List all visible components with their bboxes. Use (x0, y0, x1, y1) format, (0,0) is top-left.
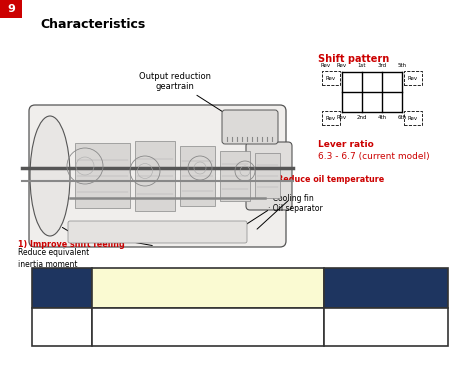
Bar (322, 71, 340, 85)
Text: 2nd: 2nd (357, 115, 367, 120)
Ellipse shape (30, 116, 70, 236)
Bar (255, 153, 280, 198)
Bar (75, 143, 130, 208)
Text: 6.3 - 6.7 (current model): 6.3 - 6.7 (current model) (318, 152, 429, 161)
Bar (404, 111, 422, 125)
Bar (324, 268, 448, 308)
Text: 3rd: 3rd (377, 63, 387, 68)
Bar (32, 308, 92, 346)
Text: 4th: 4th (377, 115, 387, 120)
Text: 5th: 5th (397, 63, 407, 68)
Bar (92, 268, 324, 308)
Text: 9: 9 (7, 4, 15, 14)
Text: 450Nm: 450Nm (44, 322, 80, 331)
Bar (0, 0, 22, 18)
Text: · Oil separator: · Oil separator (268, 204, 323, 213)
FancyBboxPatch shape (29, 105, 286, 247)
Text: Rev: Rev (337, 115, 347, 120)
Text: Output reduction
geartrain: Output reduction geartrain (139, 71, 243, 125)
FancyBboxPatch shape (222, 110, 278, 144)
Text: 7,500 (current production): 7,500 (current production) (330, 322, 442, 331)
Text: Rev: Rev (337, 63, 347, 68)
Text: Characteristics: Characteristics (40, 18, 145, 31)
Text: Rev: Rev (408, 116, 418, 120)
Text: 4x2: 55.9kg
4x4: 53.3kg: 4x2: 55.9kg 4x4: 53.3kg (178, 317, 238, 337)
Text: Weight
(clutch-related components are not included): Weight (clutch-related components are no… (92, 278, 324, 298)
Text: 6th: 6th (397, 115, 407, 120)
Text: Rev: Rev (326, 116, 336, 120)
FancyBboxPatch shape (68, 221, 247, 243)
Text: Rev: Rev (326, 76, 336, 80)
Text: 1) Improve shift feeling: 1) Improve shift feeling (18, 240, 125, 249)
Bar (322, 111, 340, 125)
Text: · Cooling fin: · Cooling fin (268, 194, 314, 203)
Text: 1st: 1st (358, 63, 366, 68)
Text: Max
rpm: Max rpm (375, 278, 396, 298)
Bar (404, 71, 422, 85)
Text: Reduce equivalent
inertia moment: Reduce equivalent inertia moment (18, 248, 89, 269)
Bar (324, 308, 448, 346)
Bar (220, 151, 250, 201)
Text: Shift pattern: Shift pattern (318, 54, 389, 64)
Text: Rev: Rev (321, 63, 331, 68)
FancyBboxPatch shape (246, 142, 292, 210)
Bar (92, 308, 324, 346)
Bar (32, 268, 92, 308)
Text: 2) Reduce oil temperature: 2) Reduce oil temperature (265, 175, 384, 184)
Text: Max
torque: Max torque (45, 278, 79, 298)
Text: Lever ratio: Lever ratio (318, 140, 374, 149)
Text: Rev: Rev (408, 76, 418, 80)
Bar (180, 146, 215, 206)
Bar (135, 141, 175, 211)
